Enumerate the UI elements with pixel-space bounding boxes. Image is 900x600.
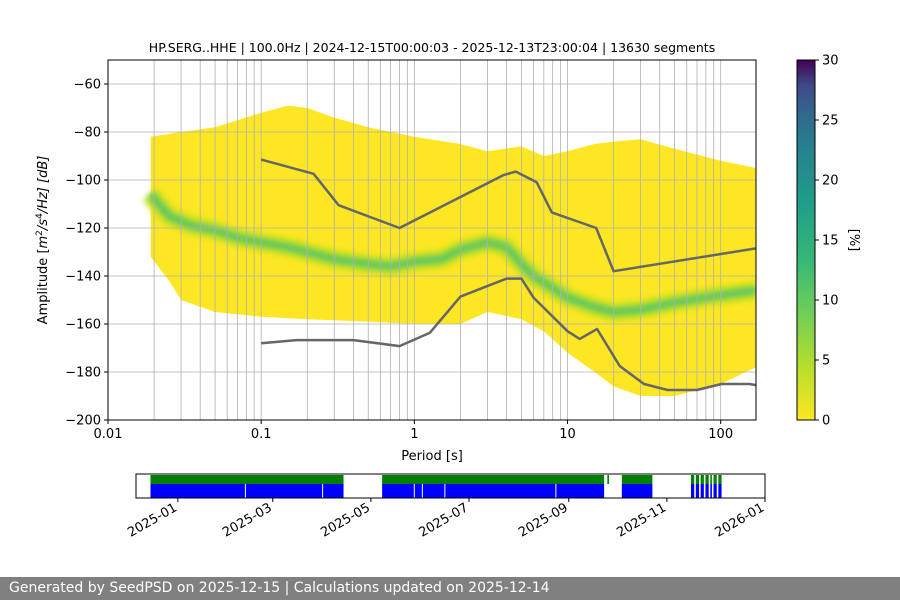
timeline-frame <box>135 473 766 499</box>
colorbar-tick-label: 10 <box>822 294 839 309</box>
timeline-tick-label: 2025-03 <box>220 500 275 540</box>
timeline-bars <box>150 475 722 498</box>
psd-used-span <box>695 484 700 498</box>
data-available-span <box>607 475 609 484</box>
data-available-span <box>713 475 717 484</box>
y-tick-label: −120 <box>65 222 101 237</box>
psd-used-span <box>621 484 653 498</box>
colorbar <box>796 59 816 421</box>
x-axis-ticks: 0.01 0.1 1 10 100 <box>94 420 733 442</box>
colorbar-tick-label: 5 <box>822 354 830 369</box>
lower-noise-model <box>261 277 756 392</box>
psd-used-span <box>713 484 717 498</box>
psd-used-span <box>382 484 605 498</box>
data-available-span <box>150 475 344 484</box>
y-tick-label: −100 <box>65 174 101 189</box>
colorbar-tick-label: 25 <box>822 114 839 129</box>
noise-models <box>260 158 756 392</box>
psd-used-span <box>700 484 704 498</box>
x-tick-label: 0.1 <box>251 427 272 442</box>
y-tick-label: −80 <box>74 126 101 141</box>
upper-noise-model <box>260 158 756 273</box>
colorbar-tick-label: 15 <box>822 234 839 249</box>
timeline-tick-label: 2026-01 <box>712 500 767 540</box>
x-tick-label: 1 <box>410 427 418 442</box>
x-tick-label: 10 <box>559 427 576 442</box>
timeline-tick-label: 2025-01 <box>125 500 180 540</box>
y-axis-ticks: −200 −180 −160 −140 −120 −100 −80 −60 <box>65 78 108 429</box>
y-tick-label: −200 <box>65 414 101 429</box>
colorbar-tick-label: 30 <box>822 54 839 69</box>
y-tick-label: −60 <box>74 78 101 93</box>
psd-used-span <box>705 484 709 498</box>
x-tick-label: 0.01 <box>94 427 123 442</box>
x-tick-label: 100 <box>708 427 733 442</box>
y-axis-label: Amplitude [m2/s4/Hz] [dB] <box>35 156 51 325</box>
colorbar-tick-label: 20 <box>822 174 839 189</box>
timeline-tick-label: 2025-07 <box>416 500 471 540</box>
data-available-span <box>621 475 653 484</box>
figure: HP.SERG..HHE | 100.0Hz | 2024-12-15T00:0… <box>35 40 861 541</box>
psd-used-span <box>691 484 695 498</box>
colorbar-tick-label: 0 <box>822 414 830 429</box>
timeline-tick-label: 2025-11 <box>614 500 669 540</box>
data-available-span <box>695 475 700 484</box>
data-available-span <box>710 475 712 484</box>
data-available-span <box>691 475 695 484</box>
data-available-span <box>705 475 709 484</box>
colorbar-ticks: 0 5 10 15 20 25 30 <box>815 54 839 429</box>
data-available-span <box>382 475 605 484</box>
timeline-tick-label: 2025-09 <box>516 500 571 540</box>
psd-used-span <box>150 484 344 498</box>
psd-heatmap <box>143 105 756 396</box>
data-available-span <box>718 475 722 484</box>
y-tick-label: −140 <box>65 270 101 285</box>
timeline-tick-label: 2025-05 <box>318 500 373 540</box>
data-available-span <box>700 475 704 484</box>
timeline-ticks: 2025-01 2025-03 2025-05 2025-07 2025-09 2025-… <box>125 498 767 541</box>
y-tick-label: −160 <box>65 318 101 333</box>
plot-frame <box>107 59 757 421</box>
chart-title: HP.SERG..HHE | 100.0Hz | 2024-12-15T00:0… <box>149 40 715 55</box>
x-axis-label: Period [s] <box>401 449 463 464</box>
colorbar-label: [%] <box>846 229 861 252</box>
psd-used-span <box>710 484 712 498</box>
footer: Generated by SeedPSD on 2025-12-15 | Cal… <box>0 577 900 600</box>
mode-band-inner <box>148 192 756 315</box>
y-tick-label: −180 <box>65 366 101 381</box>
psd-used-span <box>718 484 722 498</box>
